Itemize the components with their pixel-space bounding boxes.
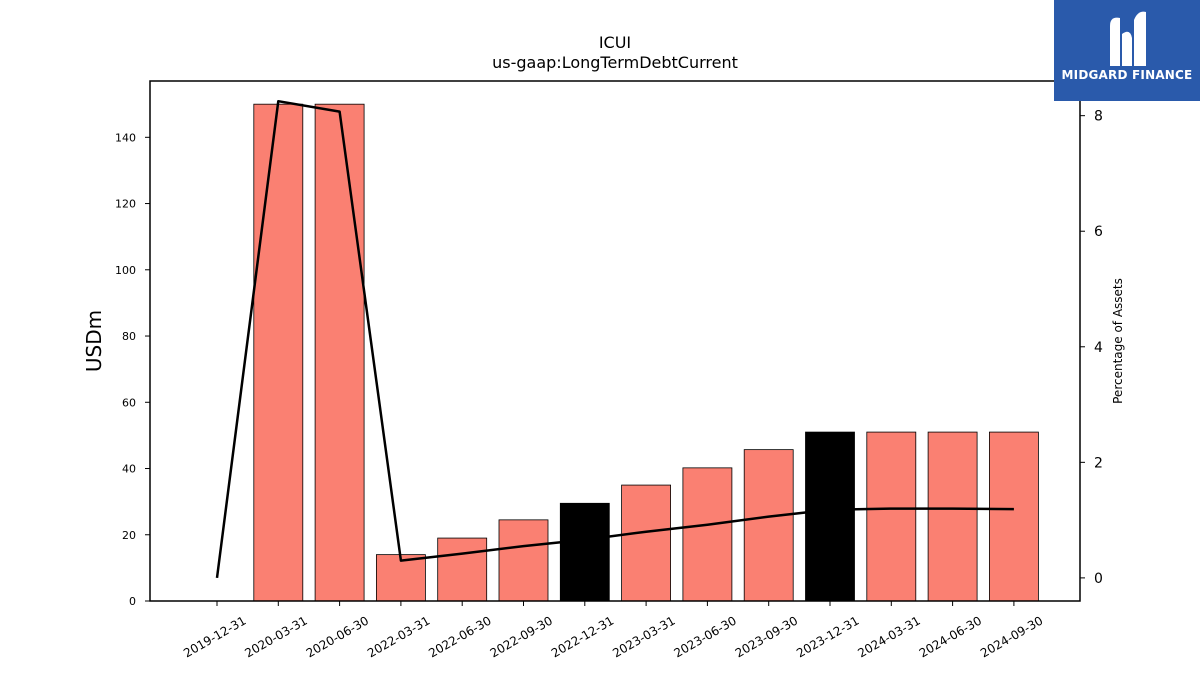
- bar: [437, 537, 488, 602]
- x-tick-label: 2020-06-30: [304, 613, 371, 660]
- chart-title: ICUI: [599, 33, 631, 52]
- x-tick-label: 2022-09-30: [488, 613, 555, 660]
- plot-frame: [149, 80, 1081, 602]
- y-tick-label: 0: [129, 595, 136, 608]
- y-tick-label: 60: [122, 396, 136, 409]
- midgard-finance-logo-icon: [1110, 11, 1146, 66]
- x-tick-label: 2022-03-31: [365, 613, 432, 660]
- x-tick-label: 2022-06-30: [426, 613, 493, 660]
- y-tick-label: 100: [115, 264, 136, 277]
- x-tick-label: 2020-03-31: [242, 613, 309, 660]
- y-axis: 0 20 40 60 80 100 120 140: [115, 131, 150, 608]
- y2-tick-label: 4: [1094, 340, 1103, 356]
- y2-tick-label: 6: [1094, 224, 1103, 240]
- x-tick-label: 2023-09-30: [733, 613, 800, 660]
- bar: [314, 103, 365, 602]
- x-tick-label: 2024-06-30: [917, 613, 984, 660]
- line-series: [215, 99, 1015, 579]
- bar: [682, 467, 733, 602]
- y2-tick-label: 0: [1094, 571, 1103, 587]
- bar: [989, 431, 1039, 602]
- x-tick-label: 2024-03-31: [855, 613, 922, 660]
- bar: [927, 431, 978, 602]
- y-tick-label: 20: [122, 529, 136, 542]
- y2-tick-label: 8: [1094, 109, 1103, 125]
- y-tick-label: 140: [115, 131, 136, 144]
- x-tick-label: 2023-03-31: [610, 613, 677, 660]
- brand-logo: MIDGARD FINANCE: [1054, 0, 1200, 101]
- bar: [743, 449, 794, 602]
- x-tick-label: 2023-12-31: [794, 613, 861, 660]
- y-tick-label: 80: [122, 330, 136, 343]
- x-tick-label: 2024-09-30: [978, 613, 1045, 660]
- x-tick-label: 2022-12-31: [549, 613, 616, 660]
- bar: [498, 519, 549, 602]
- bar: [621, 484, 671, 602]
- bar-series: [253, 103, 1039, 602]
- line-path: [215, 99, 1014, 579]
- y2-tick-label: 2: [1094, 455, 1103, 471]
- x-axis: 2019-12-312020-03-312020-06-302022-03-31…: [181, 601, 1045, 660]
- y-tick-label: 40: [122, 463, 136, 476]
- bar: [805, 431, 855, 602]
- x-tick-label: 2023-06-30: [671, 613, 738, 660]
- chart-subtitle: us-gaap:LongTermDebtCurrent: [492, 53, 738, 72]
- y2-axis: 0 2 4 6 8: [1080, 109, 1103, 587]
- bar: [559, 502, 610, 602]
- x-tick-label: 2019-12-31: [181, 613, 248, 660]
- y-axis-label: USDm: [82, 310, 106, 372]
- y2-axis-label: Percentage of Assets: [1111, 278, 1125, 404]
- bar: [253, 103, 304, 602]
- y-tick-label: 120: [115, 198, 136, 211]
- brand-name: MIDGARD FINANCE: [1061, 68, 1193, 82]
- bar: [866, 431, 917, 602]
